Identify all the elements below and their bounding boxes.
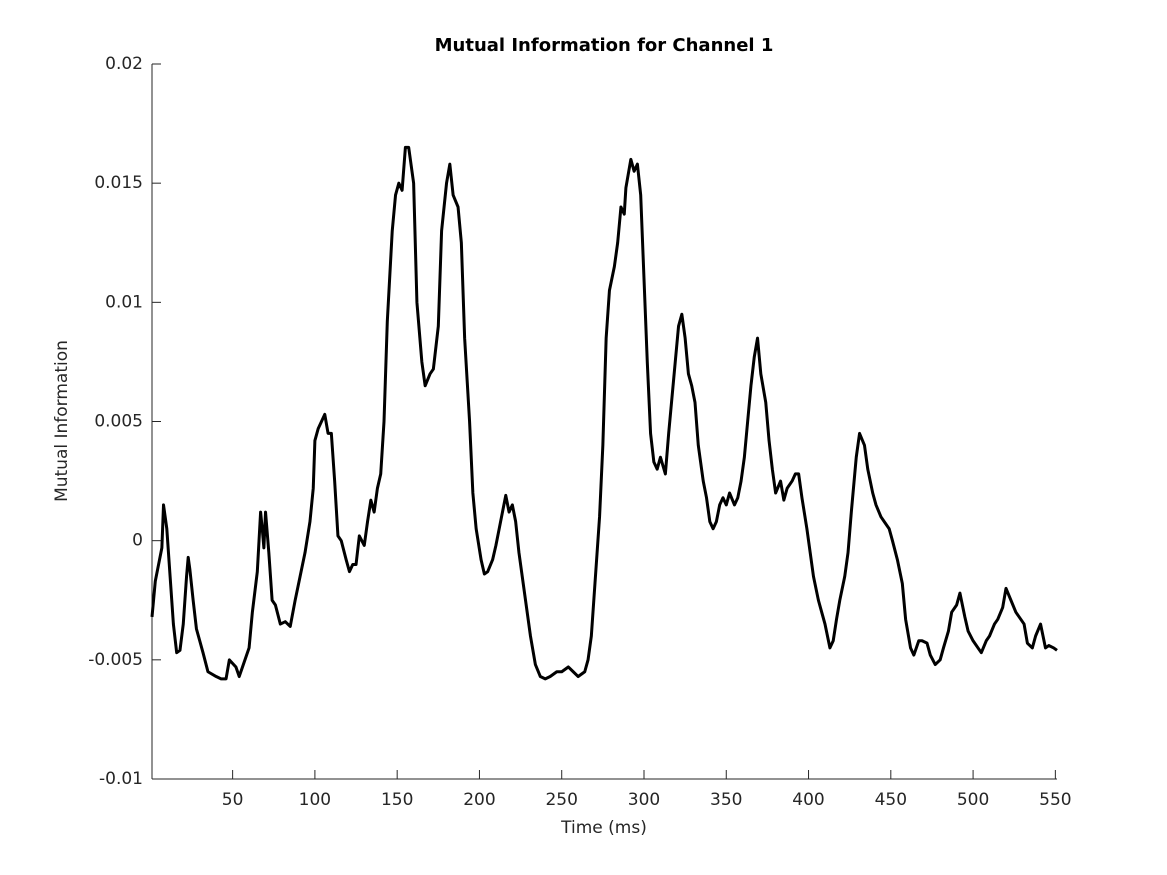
y-tick-label: -0.01: [99, 769, 143, 789]
chart-title: Mutual Information for Channel 1: [435, 35, 774, 56]
x-tick-label: 50: [222, 790, 244, 810]
y-tick-label: 0.01: [105, 292, 143, 312]
x-tick-label: 450: [875, 790, 907, 810]
y-tick-label: 0.02: [105, 54, 143, 74]
x-tick-label: 200: [463, 790, 495, 810]
y-tick-label: 0.005: [94, 412, 143, 432]
y-tick-label: 0.015: [94, 173, 143, 193]
y-axis-label: Mutual Information: [52, 340, 72, 502]
y-tick-label: 0: [132, 531, 143, 551]
y-tick-label: -0.005: [88, 650, 143, 670]
x-tick-label: 400: [792, 790, 824, 810]
data-line: [150, 145, 1058, 681]
x-tick-label: 250: [545, 790, 577, 810]
x-tick-label: 350: [710, 790, 742, 810]
x-tick-label: 550: [1039, 790, 1071, 810]
x-tick-label: 300: [628, 790, 660, 810]
x-axis-label: Time (ms): [560, 818, 647, 838]
x-tick-label: 100: [299, 790, 331, 810]
x-tick-label: 150: [381, 790, 413, 810]
x-tick-label: 500: [957, 790, 989, 810]
